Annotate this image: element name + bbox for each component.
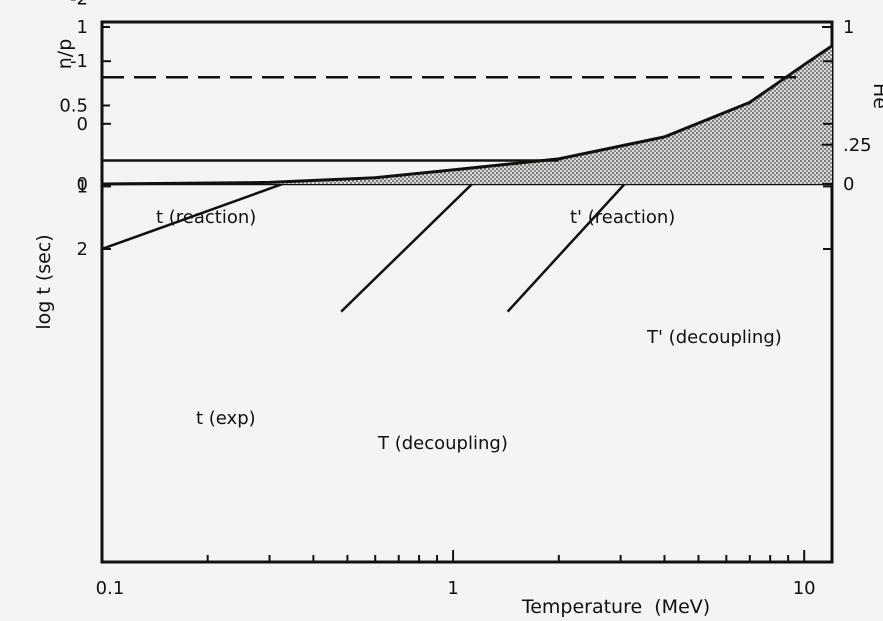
bottom-panel-series [102, 184, 627, 313]
tick-label-np-0-5: 0.5 [59, 96, 88, 117]
annotation-t-decoupling: T (decoupling) [377, 433, 508, 454]
annotation-t-prime-decoupling: T' (decoupling) [646, 327, 782, 348]
axis-ticks [101, 26, 832, 562]
tick-label-he-0: 0 [843, 174, 854, 195]
tick-label-he-0-25: .25 [843, 135, 872, 156]
t-prime-decoupling-line [506, 184, 627, 313]
t-decoupling-line [340, 184, 474, 313]
tick-label-x-0-1: 0.1 [96, 578, 125, 599]
helium-abundance-curve [101, 44, 833, 186]
tick-label-x-10: 10 [793, 578, 816, 599]
tick-label-logt-2: 2 [77, 239, 88, 260]
annotation-t-exp: t (exp) [196, 408, 256, 429]
annotation-t-prime-reaction: t' (reaction) [570, 207, 675, 228]
tick-label-logt-minus-1: -1 [70, 51, 88, 72]
helium-shaded-area [102, 45, 832, 185]
y-axis-title-logt: log t (sec) [33, 234, 55, 329]
tick-label-x-1: 1 [447, 578, 458, 599]
y-axis-title-he: He [869, 83, 883, 109]
tick-label-logt-0: 0 [77, 114, 88, 135]
tick-label-he-1: 1 [843, 17, 854, 38]
tick-label-logt-1: 1 [77, 176, 88, 197]
annotation-t-reaction: t (reaction) [156, 207, 256, 228]
x-axis-title: Temperature (MeV) [521, 596, 710, 618]
helium-area [102, 45, 832, 185]
tick-label-np-1: 1 [77, 17, 88, 38]
tick-label-np-0: 0 [77, 174, 88, 195]
plot-frame [100, 20, 834, 564]
tick-label-logt-minus-2: -2 [70, 0, 88, 10]
y-axis-title-np: n/p [54, 39, 76, 70]
top-panel-series [101, 44, 833, 186]
t-exp-line [102, 184, 287, 251]
